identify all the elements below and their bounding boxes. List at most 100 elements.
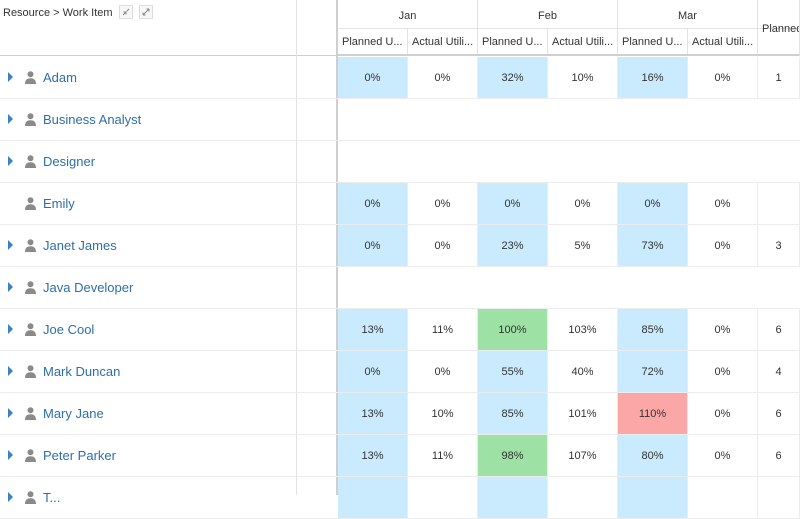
planned-utilization-cell: 6 xyxy=(758,393,800,434)
resource-name-link[interactable]: Adam xyxy=(43,70,77,85)
actual-utilization-cell: 0% xyxy=(688,183,758,224)
planned-utilization-cell: 6 xyxy=(758,435,800,476)
timeline-header: Jan Feb Mar Planned U... Actual Utili... Plan… xyxy=(338,0,800,56)
planned-utilization-cell: 0% xyxy=(338,351,408,392)
planned-utilization-header[interactable]: Planned U... xyxy=(618,29,688,54)
table-row[interactable]: Joe Cool 13% 11% 100% 103% 85% 0% 6 xyxy=(0,309,800,351)
planned-utilization-cell: 0% xyxy=(338,225,408,266)
table-row[interactable]: T... xyxy=(0,477,800,519)
planned-utilization-cell: 85% xyxy=(618,309,688,350)
actual-utilization-cell: 0% xyxy=(688,309,758,350)
planned-utilization-cell: 55% xyxy=(478,351,548,392)
actual-utilization-cell: 10% xyxy=(548,57,618,98)
expand-arrow-icon[interactable] xyxy=(8,156,13,166)
planned-utilization-header[interactable]: Planned U... xyxy=(478,29,548,54)
planned-utilization-cell: 0% xyxy=(338,57,408,98)
planned-utilization-cell: 16% xyxy=(618,57,688,98)
planned-utilization-header[interactable]: Planned U... xyxy=(338,29,408,54)
user-icon xyxy=(25,449,36,462)
planned-utilization-cell: 98% xyxy=(478,435,548,476)
month-header: Mar xyxy=(618,0,758,29)
planned-utilization-cell: 1 xyxy=(758,57,800,98)
actual-utilization-cell xyxy=(688,477,758,518)
expand-arrow-icon[interactable] xyxy=(8,366,13,376)
table-row[interactable]: Java Developer xyxy=(0,267,800,309)
actual-utilization-cell: 11% xyxy=(408,435,478,476)
actual-utilization-cell: 0% xyxy=(408,57,478,98)
expand-arrow-icon[interactable] xyxy=(8,324,13,334)
expand-arrow-icon[interactable] xyxy=(8,282,13,292)
planned-utilization-cell: 4 xyxy=(758,351,800,392)
month-header: Jan xyxy=(338,0,478,29)
planned-utilization-cell: 13% xyxy=(338,309,408,350)
planned-utilization-cell: 0% xyxy=(618,183,688,224)
expand-icon[interactable] xyxy=(139,5,153,19)
planned-utilization-cell xyxy=(478,477,548,518)
planned-utilization-cell: 110% xyxy=(618,393,688,434)
actual-utilization-header[interactable]: Actual Utili... xyxy=(408,29,478,54)
resource-name-link[interactable]: Mark Duncan xyxy=(43,364,121,379)
actual-utilization-cell: 11% xyxy=(408,309,478,350)
resource-name-link[interactable]: Mary Jane xyxy=(43,406,104,421)
table-row[interactable]: Peter Parker 13% 11% 98% 107% 80% 0% 6 xyxy=(0,435,800,477)
expand-arrow-icon[interactable] xyxy=(8,492,13,502)
planned-utilization-cell: 0% xyxy=(338,183,408,224)
planned-utilization-cell xyxy=(758,477,800,518)
planned-utilization-cell xyxy=(618,477,688,518)
actual-utilization-cell: 103% xyxy=(548,309,618,350)
collapse-icon[interactable] xyxy=(119,5,133,19)
resource-column-header: Resource > Work Item xyxy=(0,0,296,56)
actual-utilization-header[interactable]: Actual Utili... xyxy=(548,29,618,54)
expand-arrow-icon[interactable] xyxy=(8,72,13,82)
user-icon xyxy=(25,281,36,294)
table-row[interactable]: Janet James 0% 0% 23% 5% 73% 0% 3 xyxy=(0,225,800,267)
user-icon xyxy=(25,491,36,504)
actual-utilization-cell: 107% xyxy=(548,435,618,476)
table-row[interactable]: Designer xyxy=(0,141,800,183)
actual-utilization-cell: 0% xyxy=(408,225,478,266)
planned-utilization-cell xyxy=(758,183,800,224)
resource-name-link[interactable]: Joe Cool xyxy=(43,322,95,337)
actual-utilization-cell: 10% xyxy=(408,393,478,434)
resource-name-link[interactable]: Business Analyst xyxy=(43,112,142,127)
planned-utilization-cell: 80% xyxy=(618,435,688,476)
actual-utilization-cell: 0% xyxy=(688,351,758,392)
table-row[interactable]: Mary Jane 13% 10% 85% 101% 110% 0% 6 xyxy=(0,393,800,435)
resource-name-link[interactable]: Janet James xyxy=(43,238,117,253)
actual-utilization-cell: 40% xyxy=(548,351,618,392)
planned-utilization-cell: 100% xyxy=(478,309,548,350)
actual-utilization-cell: 5% xyxy=(548,225,618,266)
table-row[interactable]: Adam 0% 0% 32% 10% 16% 0% 1 xyxy=(0,57,800,99)
planned-utilization-cell: 73% xyxy=(618,225,688,266)
table-row[interactable]: Mark Duncan 0% 0% 55% 40% 72% 0% 4 xyxy=(0,351,800,393)
table-row[interactable]: Business Analyst xyxy=(0,99,800,141)
column-divider xyxy=(296,0,297,495)
actual-utilization-header[interactable]: Actual Utili... xyxy=(688,29,758,54)
actual-utilization-cell: 0% xyxy=(688,57,758,98)
user-icon xyxy=(25,155,36,168)
pane-splitter[interactable] xyxy=(336,0,338,495)
planned-utilization-cell: 3 xyxy=(758,225,800,266)
resource-name-link[interactable]: T... xyxy=(43,490,61,505)
actual-utilization-cell: 101% xyxy=(548,393,618,434)
actual-utilization-cell: 0% xyxy=(408,351,478,392)
expand-arrow-icon[interactable] xyxy=(8,240,13,250)
expand-arrow-icon[interactable] xyxy=(8,114,13,124)
actual-utilization-cell: 0% xyxy=(548,183,618,224)
resource-name-link[interactable]: Emily xyxy=(43,196,75,211)
actual-utilization-cell xyxy=(548,477,618,518)
planned-utilization-cell: 23% xyxy=(478,225,548,266)
table-row[interactable]: Emily 0% 0% 0% 0% 0% 0% xyxy=(0,183,800,225)
planned-utilization-cell: 85% xyxy=(478,393,548,434)
actual-utilization-cell: 0% xyxy=(688,435,758,476)
resource-name-link[interactable]: Java Developer xyxy=(43,280,134,295)
planned-utilization-cell xyxy=(338,477,408,518)
expand-arrow-icon[interactable] xyxy=(8,408,13,418)
expand-arrow-icon[interactable] xyxy=(8,450,13,460)
month-header: Feb xyxy=(478,0,618,29)
actual-utilization-cell xyxy=(408,477,478,518)
resource-name-link[interactable]: Peter Parker xyxy=(43,448,116,463)
resource-name-link[interactable]: Designer xyxy=(43,154,96,169)
column-title: Resource > Work Item xyxy=(3,7,113,19)
planned-utilization-header[interactable]: Planned xyxy=(758,0,800,56)
